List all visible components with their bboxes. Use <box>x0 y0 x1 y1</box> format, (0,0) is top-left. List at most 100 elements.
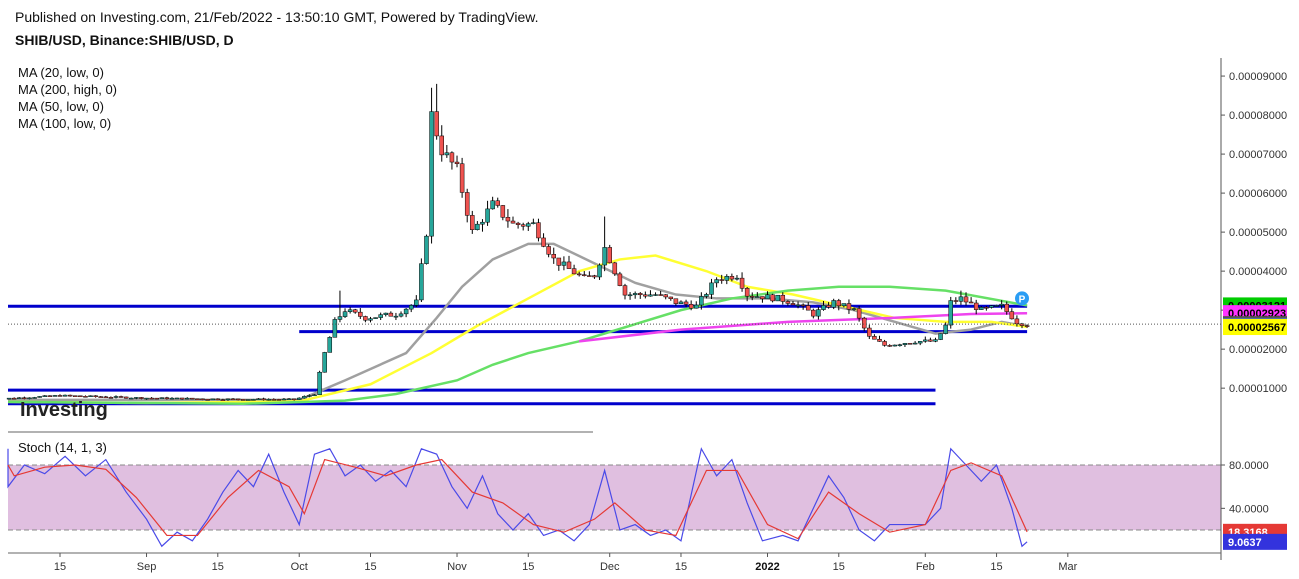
x-tick-label: 15 <box>990 561 1002 573</box>
candle-body <box>541 237 546 247</box>
candle-body <box>592 275 597 278</box>
candle-body <box>490 200 495 210</box>
candle-body <box>190 397 195 400</box>
candle-body <box>444 152 450 156</box>
candle-body <box>144 397 149 400</box>
candle-body <box>760 296 765 300</box>
candle-body <box>276 399 282 401</box>
candle-body <box>123 396 129 399</box>
candle-body <box>312 394 317 397</box>
candle-body <box>454 161 460 165</box>
candle-body <box>678 301 684 304</box>
moving-average-line <box>8 242 1028 402</box>
candle-body <box>907 343 913 345</box>
candle-body <box>495 200 500 206</box>
candle-body <box>902 343 908 345</box>
candle-body <box>83 395 88 398</box>
candle-body <box>103 396 109 399</box>
candle-body <box>470 215 475 230</box>
candle-body <box>805 305 811 311</box>
candle-body <box>587 275 592 277</box>
candle-body <box>108 397 114 399</box>
candle-body <box>6 397 12 400</box>
candle-body <box>561 261 567 266</box>
candle-body <box>526 223 531 227</box>
candle-body <box>62 394 68 397</box>
candle-body <box>429 111 434 237</box>
candle-body <box>821 305 826 310</box>
candle-body <box>765 294 770 300</box>
candle-body <box>683 301 689 305</box>
candle-body <box>795 304 801 307</box>
candle-body <box>256 398 261 400</box>
candle-body <box>475 223 480 230</box>
candle-body <box>419 263 424 301</box>
candle-body <box>317 371 322 396</box>
candle-body <box>449 152 455 163</box>
x-tick-label: Oct <box>291 561 308 573</box>
candle-body <box>846 303 852 310</box>
candle-body <box>582 274 587 276</box>
candle-body <box>856 308 862 319</box>
price-tag-bg <box>1223 319 1287 336</box>
marker-circle <box>1015 291 1030 306</box>
marker-label: P <box>1019 294 1026 305</box>
candle-body <box>342 311 348 317</box>
candle-body <box>602 247 607 266</box>
candle-body <box>347 309 353 312</box>
candle-body <box>500 205 506 218</box>
candle-body <box>841 303 847 307</box>
candle-body <box>296 397 302 400</box>
candle-body <box>632 293 638 296</box>
candle-body <box>917 341 923 344</box>
candle-body <box>195 398 200 400</box>
candle-body <box>897 344 903 346</box>
candle-body <box>88 395 93 398</box>
stoch-value-tag-bg <box>1223 533 1287 550</box>
stoch-value-tag: 9.0637 <box>1228 537 1262 549</box>
candle-body <box>551 254 556 259</box>
candle-body <box>73 395 78 397</box>
symbol-title: SHIB/USD, Binance:SHIB/USD, D <box>15 32 234 48</box>
x-tick-label: Sep <box>137 561 157 573</box>
candle-body <box>220 399 226 401</box>
candle-body <box>154 397 159 400</box>
candle-body <box>414 299 419 306</box>
candle-body <box>179 397 185 400</box>
candle-body <box>556 257 562 266</box>
candle-body <box>612 262 618 275</box>
candle-body <box>984 307 989 309</box>
candle-body <box>643 294 648 297</box>
candle-body <box>709 282 714 295</box>
candle-body <box>322 352 327 373</box>
candle-body <box>291 398 297 401</box>
candle-body <box>378 314 383 318</box>
candle-body <box>358 311 363 317</box>
candle-body <box>459 163 465 193</box>
x-tick-label: 15 <box>522 561 534 573</box>
y-tick-label: 0.00001000 <box>1229 383 1287 395</box>
investing-logo: Investing <box>20 399 108 421</box>
candle-body <box>403 308 409 315</box>
candle-body <box>923 339 928 342</box>
x-tick-label: 15 <box>212 561 224 573</box>
candle-body <box>159 397 165 399</box>
candle-body <box>790 303 796 306</box>
candle-body <box>464 192 470 216</box>
candle-body <box>744 288 750 297</box>
candle-body <box>434 111 439 137</box>
x-tick-label: Nov <box>447 561 467 573</box>
candle-body <box>928 339 933 342</box>
candle-body <box>439 135 444 156</box>
candle-body <box>836 300 842 307</box>
x-tick-label: 15 <box>364 561 376 573</box>
candle-body <box>704 294 709 297</box>
ma-legend-item: MA (100, low, 0) <box>18 116 112 131</box>
candle-body <box>770 294 775 302</box>
candle-body <box>861 317 867 329</box>
candle-body <box>658 294 663 296</box>
candle-body <box>225 398 231 401</box>
stoch-pane <box>7 447 1221 548</box>
candle-body <box>948 300 953 326</box>
